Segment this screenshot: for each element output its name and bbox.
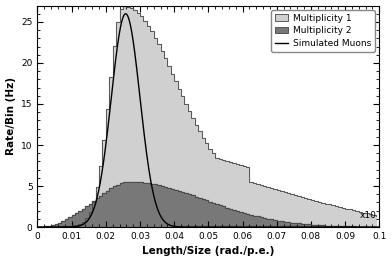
- Text: x10: x10: [360, 211, 377, 220]
- X-axis label: Length/Size (rad./p.e.): Length/Size (rad./p.e.): [142, 247, 274, 256]
- Y-axis label: Rate/Bin (Hz): Rate/Bin (Hz): [5, 77, 16, 155]
- Legend: Multiplicity 1, Multiplicity 2, Simulated Muons: Multiplicity 1, Multiplicity 2, Simulate…: [271, 10, 375, 52]
